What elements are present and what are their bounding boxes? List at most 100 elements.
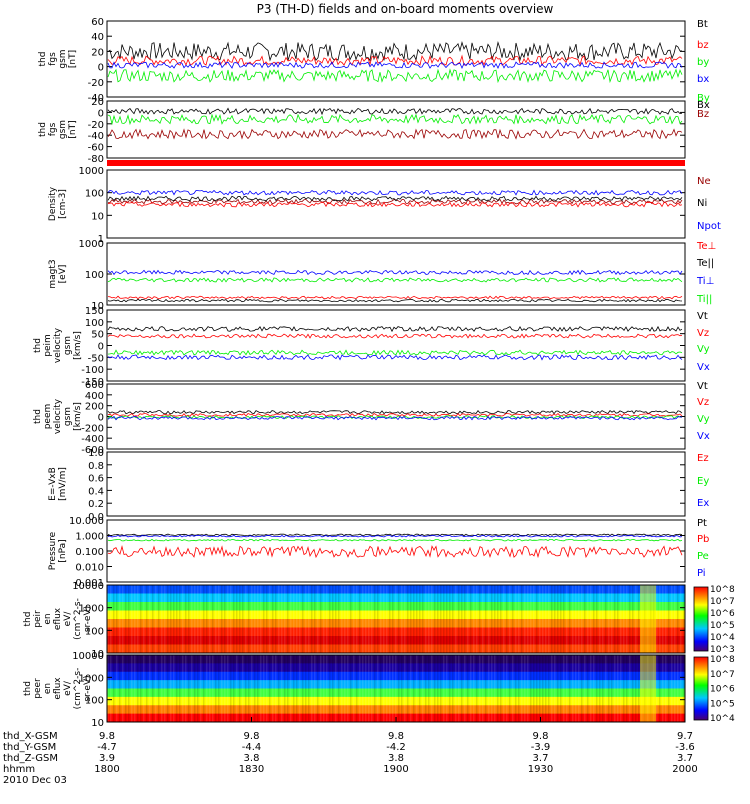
spectrogram-band [107,610,685,620]
spectrogram-column [560,655,562,722]
spectrogram-column [542,655,544,722]
spectrogram-column [278,655,280,722]
y-tick-label: 0 [98,413,104,424]
spectrogram-column [212,585,214,653]
y-axis-label: (cm^2-s- [73,598,83,640]
spectrogram-column [485,655,487,722]
spectrogram-column [242,585,244,653]
spectrogram-column [674,655,676,722]
spectrogram-column [410,655,412,722]
spectrogram-column [638,585,640,653]
spectrogram-band [107,636,685,645]
spectrogram-column [440,655,442,722]
y-tick-label: -40 [88,93,104,104]
spectrogram-column [545,585,547,653]
panel-1: 60 40 20 0 -20 -40 thd fgs gsm [nT] Bt bz by bx [38,17,709,104]
spectrogram-column [632,655,634,722]
spectrogram-column [659,655,661,722]
y-tick-label: 0.2 [88,499,104,510]
y-axis-label: Density [48,186,58,221]
spectrogram-column [236,655,238,722]
spectrogram-column [317,655,319,722]
panel-frame [106,20,686,98]
y-axis-label: [km/s] [73,331,83,360]
y-tick-label: 0 [98,63,104,74]
spectrogram-column [602,585,604,653]
spectrogram-column [674,585,676,653]
spectrogram-column [302,585,304,653]
spectrogram-column [584,655,586,722]
legend-label: Pe [697,551,709,562]
y-axis-label: fgs [48,122,58,136]
x-axis-row-label: thd_Y-GSM [3,742,56,753]
spectrogram-column [317,585,319,653]
spectrogram-column [473,655,475,722]
spectrogram-column [221,585,223,653]
spectrogram-column [455,585,457,653]
spectrogram-column [479,585,481,653]
spectrogram-column [530,585,532,653]
spectrogram-column [401,585,403,653]
spectrogram-column [626,585,628,653]
series-line-Vy [107,415,683,419]
spectrogram-column [392,655,394,722]
series-line-Te|| [107,298,683,303]
x-tick-label: 3.9 [99,753,115,764]
x-tick-label: 9.8 [99,731,115,742]
spectrogram-column [323,655,325,722]
spectrogram-column [617,655,619,722]
y-tick-label: 10 [91,718,104,729]
spectrogram-column [527,655,529,722]
spectrogram-column [107,585,109,653]
y-axis-label: [nT] [68,120,78,138]
spectrogram-column [137,655,139,722]
spectrogram-column [269,655,271,722]
spectrogram-column [575,585,577,653]
spectrogram-column [281,585,283,653]
spectrogram-column [338,585,340,653]
spectrogram-column [458,585,460,653]
spectrogram-column [152,585,154,653]
spectrogram-column [533,655,535,722]
spectrogram-column [380,585,382,653]
y-axis-label: gsm [58,120,68,139]
spectrogram-column [326,655,328,722]
spectrogram-column [518,655,520,722]
y-tick-label: 40 [91,32,104,43]
spectrogram-column [677,585,679,653]
spectrogram-column [197,585,199,653]
series-line-by [107,68,683,84]
spectrogram-column [134,585,136,653]
spectrogram-column [299,655,301,722]
spectrogram-column [542,585,544,653]
legend-label: Ni [697,198,707,209]
spectrogram-column [551,585,553,653]
spectrogram-column [524,585,526,653]
series-line-bx [107,61,683,70]
spectrogram-column [230,655,232,722]
spectrogram-column [257,585,259,653]
spectrogram-column [239,655,241,722]
legend-label: Vx [697,431,710,442]
y-axis-label: thd [33,338,43,353]
spectrogram-column [377,585,379,653]
spectrogram-column [422,585,424,653]
spectrogram-column [305,585,307,653]
series-line-Ti⊥ [107,269,683,276]
y-tick-label: -20 [88,120,104,131]
spectrogram-column [593,655,595,722]
spectrogram-column [428,655,430,722]
y-tick-label: 400 [85,391,104,402]
colorbar-tick-label: 10^8 [710,655,735,665]
spectrogram-band [107,619,685,628]
series-line-Pi [107,534,683,538]
y-tick-label: 0.8 [88,461,104,472]
spectrogram-column [191,655,193,722]
spectrogram-column [134,655,136,722]
spectrogram-column [668,655,670,722]
spectrogram-column [500,585,502,653]
y-tick-label: -80 [88,154,104,165]
